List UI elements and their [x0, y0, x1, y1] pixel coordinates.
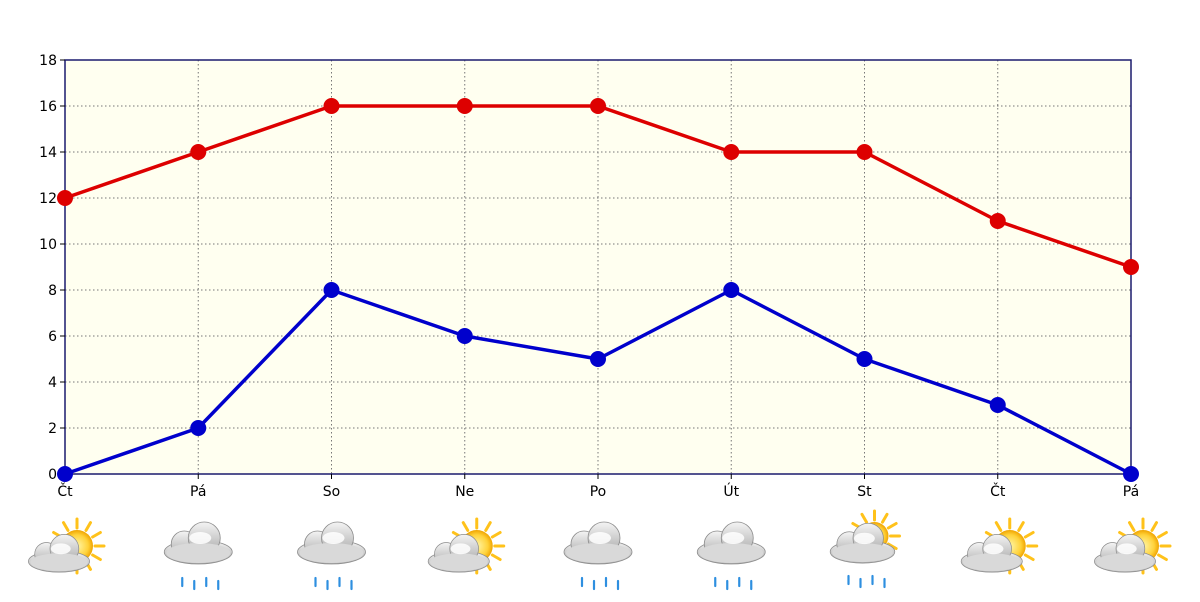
y-tick-label: 2: [48, 421, 57, 437]
gridlines: [65, 60, 1131, 474]
x-axis: Čt Pá So Ne Po Út St Čt Pá: [57, 474, 1139, 500]
data-point: [323, 282, 340, 298]
y-tick-label: 4: [48, 375, 57, 391]
data-point: [989, 397, 1006, 413]
series-1: [57, 282, 1139, 482]
sun-cloud-rain-icon: [829, 509, 901, 589]
y-tick-label: 10: [39, 237, 57, 253]
y-axis: 0 2 4 6 8 10 12 14 16 18: [39, 53, 65, 483]
data-point: [456, 98, 473, 114]
series-layer: [57, 98, 1139, 482]
x-tick-label: Čt: [57, 482, 73, 500]
partly-sunny-icon: [427, 517, 506, 575]
data-point: [723, 144, 740, 160]
x-tick-label: Út: [723, 482, 739, 500]
x-tick-label: Ne: [455, 484, 474, 500]
data-point: [1123, 259, 1139, 275]
y-tick-label: 0: [48, 467, 57, 483]
x-tick-label: Pá: [190, 484, 206, 500]
partly-sunny-icon: [1094, 517, 1172, 575]
rain-cloud-icon: [563, 521, 633, 591]
data-point: [323, 98, 340, 114]
data-point: [723, 282, 740, 298]
data-point: [456, 328, 473, 344]
data-point: [57, 190, 73, 206]
y-tick-label: 8: [48, 283, 57, 299]
y-tick-label: 16: [39, 99, 57, 115]
series-0: [57, 98, 1139, 275]
data-point: [856, 351, 873, 367]
data-point: [590, 351, 606, 367]
data-point: [57, 466, 73, 482]
plot-area: [65, 60, 1131, 474]
y-tick-label: 14: [39, 145, 57, 161]
y-tick-label: 6: [48, 329, 57, 345]
x-tick-label: Po: [590, 484, 607, 500]
partly-sunny-icon: [960, 517, 1039, 575]
rain-cloud-icon: [696, 521, 766, 591]
y-tick-label: 18: [39, 53, 57, 69]
data-point: [989, 213, 1006, 229]
data-point: [1123, 466, 1139, 482]
rain-cloud-icon: [163, 521, 233, 591]
weather-icons: [28, 509, 1172, 591]
data-point: [190, 420, 207, 436]
x-tick-label: Pá: [1123, 484, 1139, 500]
data-point: [590, 98, 606, 114]
data-point: [190, 144, 207, 160]
x-tick-label: St: [857, 484, 872, 500]
y-tick-label: 12: [39, 191, 57, 207]
data-point: [856, 144, 873, 160]
x-tick-label: Čt: [990, 482, 1006, 500]
partly-sunny-icon: [28, 517, 106, 575]
rain-cloud-icon: [297, 521, 366, 591]
x-tick-label: So: [323, 484, 340, 500]
